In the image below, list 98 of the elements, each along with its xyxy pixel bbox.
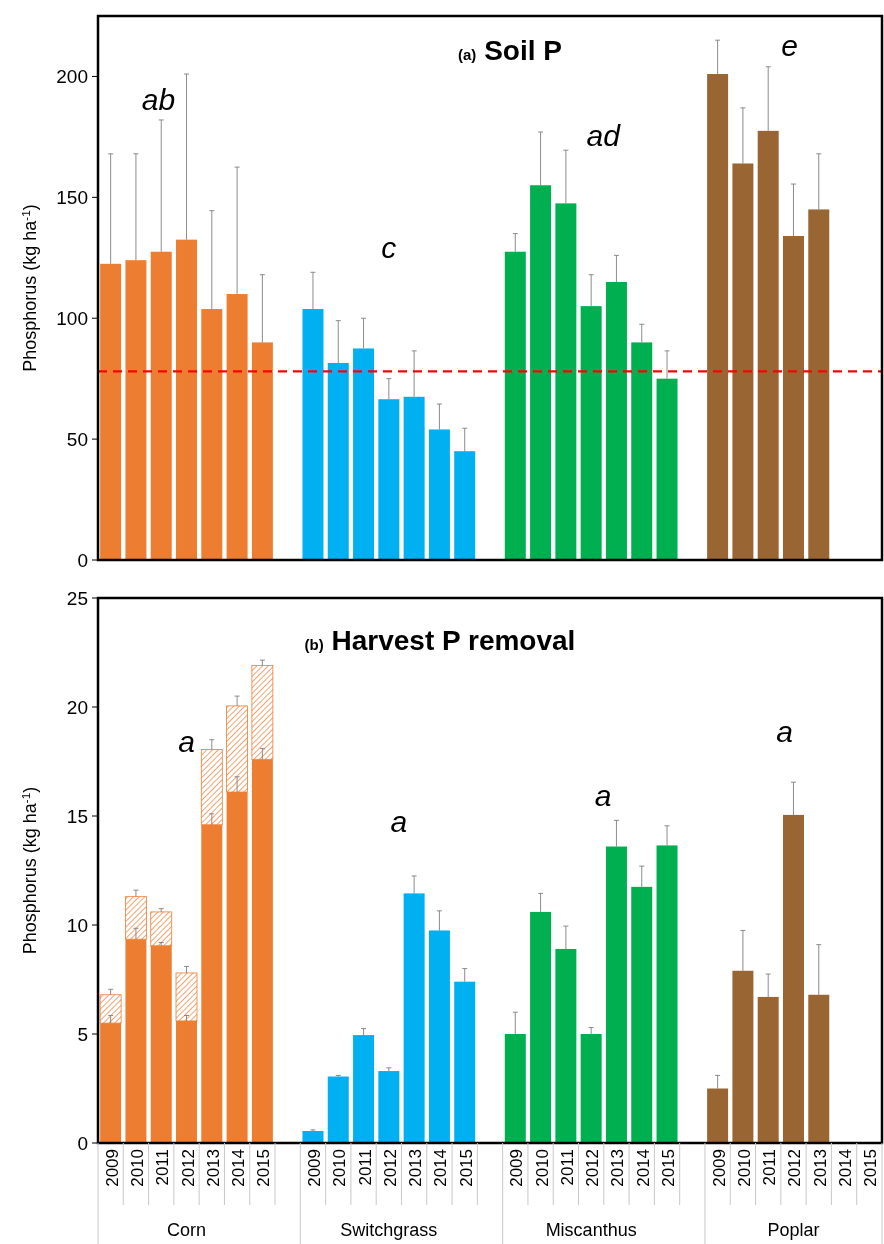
x-tick-label: 2015	[456, 1149, 476, 1187]
bar	[428, 930, 450, 1143]
bar	[403, 396, 425, 560]
x-tick-label: 2011	[355, 1149, 375, 1186]
bar	[555, 948, 577, 1143]
bar	[327, 362, 349, 560]
annotation: ad	[586, 119, 622, 152]
bar	[353, 1035, 375, 1143]
x-tick-label: 2015	[659, 1149, 679, 1187]
bar	[580, 306, 602, 560]
x-tick-label: 2014	[836, 1149, 856, 1187]
y-tick-label: 10	[66, 914, 88, 936]
y-tick-label: 100	[56, 307, 88, 329]
x-tick-label: 2010	[330, 1149, 350, 1187]
x-tick-label: 2010	[532, 1149, 552, 1187]
x-tick-label: 2009	[709, 1149, 729, 1187]
bar	[782, 814, 804, 1143]
bar	[353, 348, 375, 560]
bar	[732, 163, 754, 560]
bar	[631, 886, 653, 1143]
text: (a) Soil P	[458, 35, 562, 66]
x-tick-label: 2013	[810, 1149, 830, 1187]
y-tick-label: 25	[66, 587, 88, 609]
x-tick-label: 2012	[785, 1149, 805, 1187]
annotation: e	[781, 29, 798, 62]
bar	[378, 399, 400, 560]
bar	[454, 451, 476, 560]
bar	[100, 263, 122, 560]
bar	[656, 378, 678, 560]
bar	[302, 309, 324, 560]
x-tick-label: 2014	[633, 1149, 653, 1187]
bar	[530, 911, 552, 1143]
x-tick-label: 2012	[380, 1149, 400, 1187]
x-tick-label: 2012	[178, 1149, 198, 1187]
bar	[580, 1034, 602, 1143]
bar	[125, 260, 147, 560]
y-tick-label: 150	[56, 186, 88, 208]
annotation: c	[381, 231, 397, 264]
x-tick-label: 2014	[229, 1149, 249, 1187]
x-tick-label: 2013	[406, 1149, 426, 1187]
x-tick-label: 2014	[431, 1149, 451, 1187]
x-tick-label: 2015	[254, 1149, 274, 1187]
bar	[732, 970, 754, 1143]
bar	[201, 309, 223, 560]
y-tick-label: 15	[66, 805, 88, 827]
bar	[251, 342, 273, 560]
text: Switchgrass	[340, 1220, 438, 1240]
x-tick-label: 2010	[127, 1149, 147, 1187]
y-tick-label: 0	[77, 549, 88, 571]
bar	[605, 281, 627, 560]
x-tick-label: 2011	[760, 1149, 780, 1186]
bar	[605, 846, 627, 1143]
text: Miscanthus	[545, 1220, 637, 1240]
bar	[555, 203, 577, 560]
x-tick-label: 2009	[507, 1149, 527, 1187]
y-tick-label: 5	[77, 1023, 88, 1045]
annotation: ab	[141, 83, 176, 116]
bar	[226, 294, 248, 560]
annotation: a	[594, 779, 612, 812]
bar	[656, 845, 678, 1143]
bar	[808, 994, 830, 1143]
annotation: a	[178, 725, 195, 758]
bar	[504, 251, 526, 560]
bar	[757, 996, 779, 1143]
text: Poplar	[767, 1220, 820, 1240]
x-tick-label: 2011	[153, 1149, 173, 1186]
bar	[757, 130, 779, 560]
text: Corn	[167, 1220, 207, 1240]
bar	[403, 893, 425, 1143]
bar	[302, 1131, 324, 1143]
bar	[176, 239, 198, 560]
y-tick-label: 200	[56, 66, 88, 88]
x-tick-label: 2009	[102, 1149, 122, 1187]
bar	[428, 429, 450, 560]
bar	[782, 236, 804, 560]
bar	[378, 1071, 400, 1143]
x-tick-label: 2011	[557, 1149, 577, 1186]
bar	[504, 1034, 526, 1143]
bar	[150, 251, 172, 560]
bar	[631, 342, 653, 560]
x-tick-label: 2009	[304, 1149, 324, 1187]
annotation: a	[776, 715, 793, 748]
bar	[327, 1076, 349, 1143]
y-tick-label: 50	[66, 428, 88, 450]
x-tick-label: 2015	[861, 1149, 881, 1187]
x-tick-label: 2012	[583, 1149, 603, 1187]
bar	[530, 185, 552, 560]
annotation: a	[390, 805, 408, 838]
x-tick-label: 2013	[203, 1149, 223, 1187]
bar	[707, 74, 729, 560]
y-tick-label: 0	[77, 1132, 88, 1154]
bar	[454, 981, 476, 1143]
bar	[808, 209, 830, 560]
y-tick-label: 20	[66, 696, 88, 718]
x-tick-label: 2010	[734, 1149, 754, 1187]
bar	[707, 1088, 729, 1143]
x-tick-label: 2013	[608, 1149, 628, 1187]
text: (b) Harvest P removal	[304, 625, 576, 656]
